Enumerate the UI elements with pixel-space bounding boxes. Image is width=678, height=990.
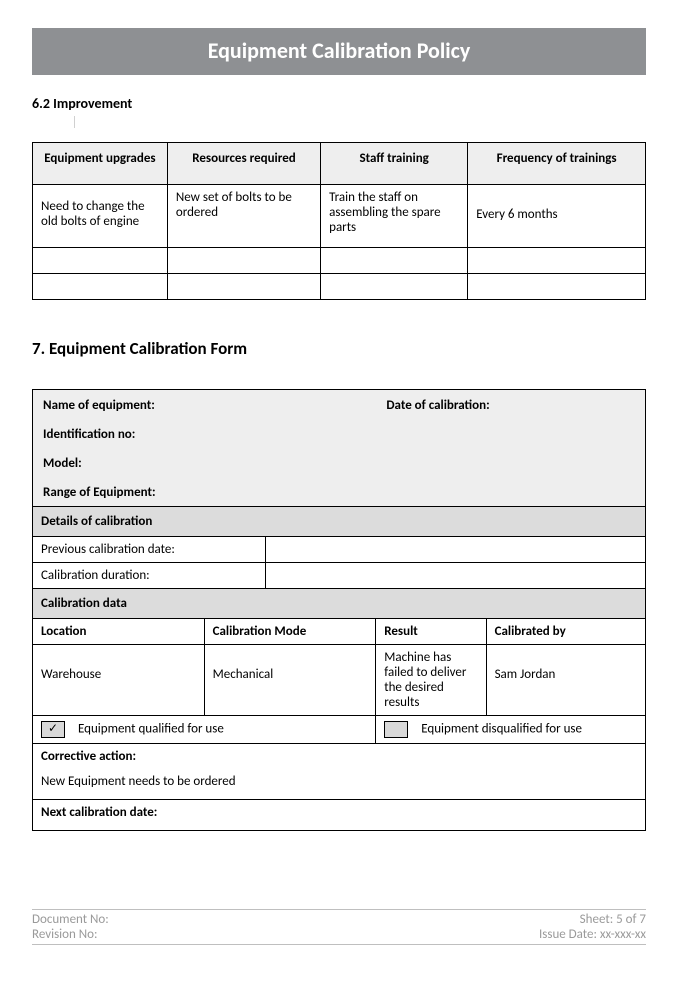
qualified-checkbox[interactable]: ✓ (41, 721, 65, 738)
label-disqualified: Equipment disqualified for use (421, 722, 582, 737)
footer-rev-no: Revision No: (32, 927, 109, 942)
col-location: Location (33, 619, 205, 645)
cell (321, 274, 468, 300)
value-location: Warehouse (33, 645, 205, 716)
col-header: Frequency of trainings (468, 143, 646, 185)
label-id: Identification no: (43, 427, 135, 442)
col-header: Resources required (167, 143, 320, 185)
label-qualified: Equipment qualified for use (78, 722, 224, 737)
section-6-2-heading: 6.2 Improvement (32, 95, 646, 112)
divider (74, 116, 646, 128)
cell: Every 6 months (468, 185, 646, 248)
cell (468, 274, 646, 300)
value-prev-date (265, 537, 645, 563)
label-date: Date of calibration: (386, 398, 635, 413)
corrective-cell: Corrective action: (33, 744, 646, 765)
col-result: Result (376, 619, 486, 645)
data-band: Calibration data (33, 589, 646, 619)
col-header: Equipment upgrades (33, 143, 168, 185)
form-header-block: Name of equipment: Date of calibration: … (33, 390, 646, 507)
page-footer: Document No: Revision No: Sheet: 5 of 7 … (32, 909, 646, 945)
improvement-table: Equipment upgrades Resources required St… (32, 142, 646, 300)
col-mode: Calibration Mode (204, 619, 376, 645)
calibration-form: Name of equipment: Date of calibration: … (32, 389, 646, 831)
label-next-date: Next calibration date: (33, 800, 646, 831)
label-name: Name of equipment: (43, 398, 386, 413)
footer-doc-no: Document No: (32, 912, 109, 927)
label-prev-date: Previous calibration date: (33, 537, 266, 563)
cell (33, 274, 168, 300)
label-range: Range of Equipment: (43, 485, 156, 500)
table-row (33, 274, 646, 300)
disqualified-cell: Equipment disqualified for use (376, 716, 646, 744)
details-band: Details of calibration (33, 507, 646, 537)
cell (33, 248, 168, 274)
col-by: Calibrated by (486, 619, 645, 645)
col-header: Staff training (321, 143, 468, 185)
table-row: Need to change the old bolts of engine N… (33, 185, 646, 248)
cell (321, 248, 468, 274)
label-model: Model: (43, 456, 82, 471)
qualified-cell: ✓ Equipment qualified for use (33, 716, 376, 744)
cell: Need to change the old bolts of engine (33, 185, 168, 248)
cell: New set of bolts to be ordered (167, 185, 320, 248)
value-result: Machine has failed to deliver the desire… (376, 645, 486, 716)
cell: Train the staff on assembling the spare … (321, 185, 468, 248)
cell (468, 248, 646, 274)
footer-issue: Issue Date: xx-xxx-xx (539, 927, 646, 942)
cell (167, 248, 320, 274)
corrective-text: New Equipment needs to be ordered (33, 764, 646, 800)
label-corrective: Corrective action: (41, 749, 637, 764)
value-duration (265, 563, 645, 589)
table-header-row: Equipment upgrades Resources required St… (33, 143, 646, 185)
cell (167, 274, 320, 300)
page-title: Equipment Calibration Policy (32, 28, 646, 75)
value-mode: Mechanical (204, 645, 376, 716)
section-7-heading: 7. Equipment Calibration Form (32, 338, 646, 359)
footer-sheet: Sheet: 5 of 7 (539, 912, 646, 927)
table-row (33, 248, 646, 274)
label-duration: Calibration duration: (33, 563, 266, 589)
disqualified-checkbox[interactable] (384, 721, 408, 738)
value-by: Sam Jordan (486, 645, 645, 716)
